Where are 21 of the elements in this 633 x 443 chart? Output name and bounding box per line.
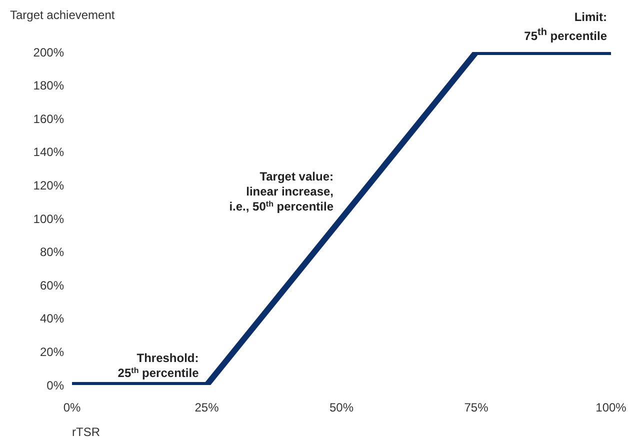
annotation: Target value: linear increase, i.e., 50$^{th}$ percentile: [229, 170, 334, 214]
x-tick-label: 100%: [596, 400, 627, 415]
x-tick-label: 75%: [464, 400, 489, 415]
y-tick-label: 80%: [40, 245, 64, 260]
y-tick-label: 140%: [33, 145, 64, 160]
y-tick-label: 60%: [40, 278, 64, 292]
annotation: Threshold: 25$^{th}$ percentile: [118, 351, 200, 380]
y-tick-label: 20%: [40, 344, 64, 359]
y-tick-label: 40%: [40, 312, 64, 326]
x-tick-label: 25%: [194, 400, 220, 415]
y-tick-label: 200%: [33, 45, 64, 60]
x-axis-title: rTSR: [72, 425, 100, 439]
y-tick-label: 0%: [46, 378, 64, 392]
y-tick-label: 100%: [33, 212, 64, 226]
y-tick-label: 120%: [33, 178, 64, 192]
text: Limit: 75$^{th}$ percentile: [524, 10, 607, 43]
y-axis-title: Target achievement: [10, 8, 115, 22]
y-tick-label: 160%: [33, 112, 64, 126]
x-tick-label: 0%: [63, 400, 81, 415]
x-tick-label: 50%: [329, 400, 354, 415]
y-tick-label: 180%: [33, 78, 64, 93]
